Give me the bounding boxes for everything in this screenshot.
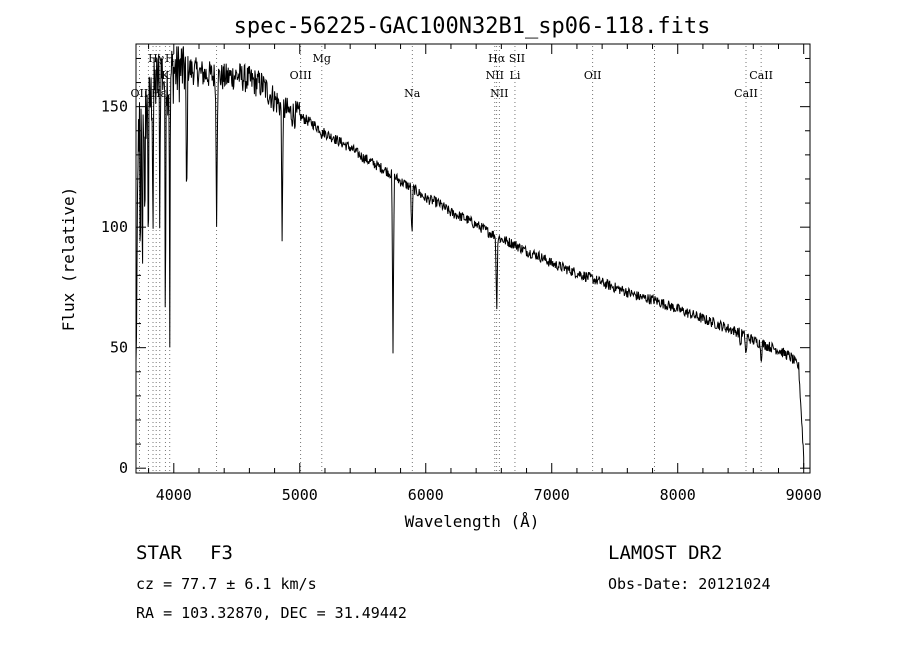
chart-title: spec-56225-GAC100N32B1_sp06-118.fits bbox=[234, 14, 711, 39]
y-tick-label: 50 bbox=[110, 339, 128, 357]
redshift-velocity: cz = 77.7 ± 6.1 km/s bbox=[136, 575, 317, 593]
spectral-line-guides bbox=[139, 46, 762, 473]
object-type: STAR bbox=[136, 542, 182, 564]
spectrum-series bbox=[135, 46, 805, 469]
line-marker-label: K bbox=[161, 69, 170, 82]
y-axis: 0 50 100 150 bbox=[101, 57, 810, 477]
survey-name: LAMOST DR2 bbox=[608, 542, 722, 564]
line-marker-label: OIII bbox=[290, 69, 312, 82]
x-tick-label: 7000 bbox=[534, 486, 570, 504]
x-axis: 4000 5000 6000 7000 8000 9000 bbox=[148, 44, 822, 504]
coordinates: RA = 103.32870, DEC = 31.49442 bbox=[136, 604, 407, 622]
y-tick-label: 150 bbox=[101, 98, 128, 116]
plot-frame bbox=[135, 43, 811, 474]
line-marker-label: CaII bbox=[749, 69, 773, 82]
line-marker-label: Na bbox=[404, 87, 421, 100]
line-marker-label: OII bbox=[584, 69, 602, 82]
x-tick-label: 4000 bbox=[156, 486, 192, 504]
x-tick-label: 6000 bbox=[408, 486, 444, 504]
x-axis-label: Wavelength (Å) bbox=[405, 512, 540, 531]
y-tick-label: 0 bbox=[119, 459, 128, 477]
line-marker-label: OII bbox=[131, 87, 149, 100]
observation-date: Obs-Date: 20121024 bbox=[608, 575, 771, 593]
y-tick-label: 100 bbox=[101, 218, 128, 236]
y-axis-label: Flux (relative) bbox=[59, 187, 78, 332]
x-tick-label: 5000 bbox=[282, 486, 318, 504]
line-marker-label: Li bbox=[510, 69, 521, 82]
line-marker-label: SII bbox=[509, 52, 525, 65]
object-subclass: F3 bbox=[210, 542, 233, 564]
x-tick-label: 9000 bbox=[786, 486, 822, 504]
line-marker-label: CaII bbox=[734, 87, 758, 100]
x-tick-label: 8000 bbox=[660, 486, 696, 504]
